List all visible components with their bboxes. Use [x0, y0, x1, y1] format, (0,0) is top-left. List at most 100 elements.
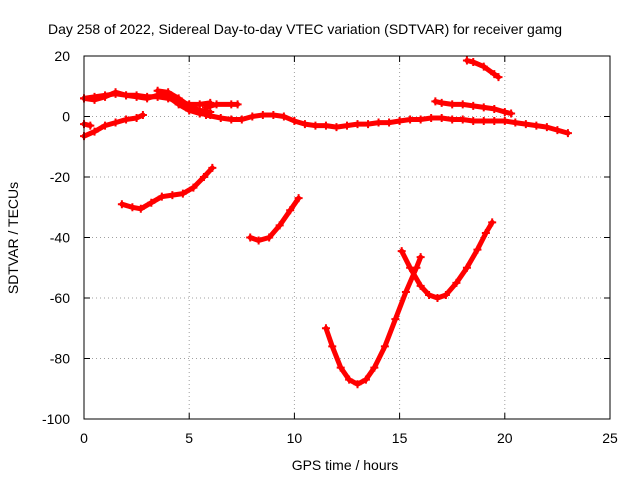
data-point: [469, 58, 478, 67]
data-point: [532, 121, 541, 130]
data-point: [563, 129, 572, 138]
axis-ticks: [83, 55, 611, 420]
data-point: [117, 200, 126, 209]
data-point: [185, 101, 194, 110]
data-point: [500, 107, 509, 116]
data-point: [195, 106, 204, 115]
x-tick-label: 20: [497, 430, 513, 446]
data-point: [494, 73, 503, 82]
data-point: [321, 324, 330, 333]
data-point: [490, 104, 499, 113]
chart-title: Day 258 of 2022, Sidereal Day-to-day VTE…: [48, 21, 562, 37]
data-point: [178, 189, 187, 198]
data-point: [237, 115, 246, 124]
data-point: [168, 191, 177, 200]
data-point: [521, 120, 530, 129]
data-point: [164, 88, 173, 97]
data-point: [246, 233, 255, 242]
data-point: [511, 118, 520, 127]
y-tick-label: -100: [42, 411, 70, 427]
data-point: [479, 62, 488, 71]
data-point: [208, 163, 217, 172]
data-point: [490, 70, 499, 79]
data-point: [380, 342, 389, 351]
data-point: [553, 126, 562, 135]
y-tick-label: 0: [62, 109, 70, 125]
data-point: [507, 109, 516, 118]
data-point: [431, 97, 440, 106]
grid: [84, 56, 610, 419]
x-tick-label: 10: [287, 430, 303, 446]
series-line: [119, 165, 215, 212]
data-point: [122, 91, 131, 100]
data-point: [122, 115, 131, 124]
data-point: [227, 115, 236, 124]
data-point: [353, 120, 362, 129]
data-point: [294, 194, 303, 203]
data-point: [391, 315, 400, 324]
data-point: [328, 342, 337, 351]
data-point: [321, 121, 330, 130]
data-point: [189, 183, 198, 192]
data-point: [132, 91, 141, 100]
tick-labels: 0 5 10 15 20 25 -100 -80 -60 -40 -20 0 20: [42, 48, 618, 446]
data-point: [279, 112, 288, 121]
data-point: [448, 100, 457, 109]
data-point: [406, 263, 415, 272]
data-point: [132, 114, 141, 123]
series-arc-13: [397, 218, 497, 302]
data-point: [416, 281, 425, 290]
data-point: [481, 228, 490, 237]
data-point: [353, 380, 362, 389]
data-point: [332, 123, 341, 132]
data-point: [395, 117, 404, 126]
data-point: [265, 233, 274, 242]
data-point: [425, 290, 434, 299]
data-series: [80, 56, 572, 389]
series-arc-9: [462, 56, 503, 82]
y-tick-label: -40: [50, 230, 70, 246]
data-point: [336, 363, 345, 372]
data-point: [202, 103, 211, 112]
data-point: [290, 117, 299, 126]
data-point: [479, 117, 488, 126]
y-axis-label: SDTVAR / TECUs: [5, 182, 21, 294]
data-point: [101, 121, 110, 130]
data-point: [542, 123, 551, 132]
x-tick-label: 5: [185, 430, 193, 446]
series-arc-12: [321, 253, 425, 389]
data-point: [397, 247, 406, 256]
data-point: [111, 118, 120, 127]
data-point: [216, 114, 225, 123]
y-tick-label: -60: [50, 290, 70, 306]
data-point: [111, 89, 120, 98]
data-point: [433, 294, 442, 302]
data-point: [370, 363, 379, 372]
data-point: [479, 103, 488, 112]
data-point: [490, 117, 499, 126]
data-point: [462, 56, 471, 65]
data-point: [361, 375, 370, 384]
data-point: [406, 115, 415, 124]
data-point: [416, 115, 425, 124]
data-point: [374, 118, 383, 127]
data-point: [101, 91, 110, 100]
data-point: [427, 114, 436, 123]
data-point: [458, 100, 467, 109]
data-point: [147, 198, 156, 207]
data-point: [385, 118, 394, 127]
data-point: [138, 110, 147, 119]
data-point: [311, 121, 320, 130]
x-tick-label: 15: [392, 430, 408, 446]
series-arc-10: [117, 163, 217, 213]
data-point: [452, 278, 461, 287]
data-point: [258, 110, 267, 119]
data-point: [500, 117, 509, 126]
data-point: [248, 112, 257, 121]
data-point: [300, 120, 309, 129]
data-point: [473, 245, 482, 254]
series-arc-8: [431, 97, 516, 118]
data-point: [128, 203, 137, 212]
data-point: [469, 101, 478, 110]
